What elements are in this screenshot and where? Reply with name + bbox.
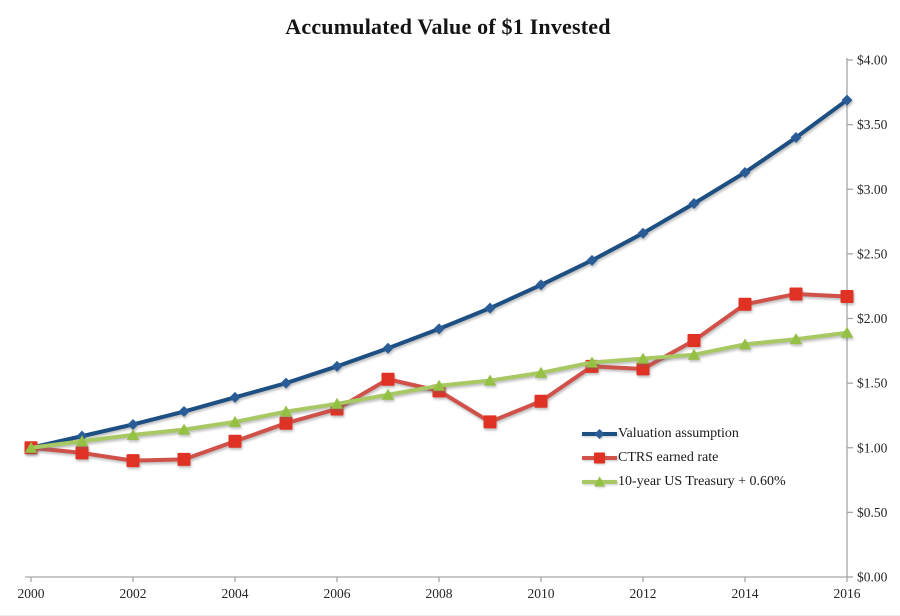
- svg-text:2004: 2004: [222, 586, 249, 601]
- line-triangle-marker-icon: [582, 476, 617, 487]
- legend-label-valuation-assumption: Valuation assumption: [618, 426, 739, 441]
- legend: Valuation assumption CTRS earned rate 10…: [582, 426, 786, 489]
- svg-text:2016: 2016: [834, 586, 861, 601]
- svg-text:$1.50: $1.50: [857, 376, 888, 391]
- legend-label-ctrs-earned-rate: CTRS earned rate: [618, 450, 719, 465]
- svg-text:2000: 2000: [18, 586, 45, 601]
- legend-item-10yr-treasury: 10-year US Treasury + 0.60%: [582, 474, 786, 489]
- svg-text:2014: 2014: [732, 586, 759, 601]
- legend-label-10yr-treasury: 10-year US Treasury + 0.60%: [618, 474, 786, 489]
- legend-item-ctrs-earned-rate: CTRS earned rate: [582, 450, 786, 465]
- svg-text:$4.00: $4.00: [857, 53, 888, 68]
- svg-text:2008: 2008: [426, 586, 453, 601]
- svg-text:$3.50: $3.50: [857, 117, 888, 132]
- svg-text:$3.00: $3.00: [857, 182, 888, 197]
- svg-text:2010: 2010: [528, 586, 555, 601]
- svg-text:$0.50: $0.50: [857, 505, 888, 520]
- svg-text:$0.00: $0.00: [857, 570, 888, 585]
- line-diamond-marker-icon: [582, 429, 617, 439]
- chart-title: Accumulated Value of $1 Invested: [285, 14, 611, 39]
- line-square-marker-icon: [582, 452, 617, 464]
- svg-text:$1.00: $1.00: [857, 440, 888, 455]
- svg-text:$2.00: $2.00: [857, 311, 888, 326]
- svg-text:2002: 2002: [120, 586, 147, 601]
- svg-text:$2.50: $2.50: [857, 246, 888, 261]
- legend-item-valuation-assumption: Valuation assumption: [582, 426, 786, 441]
- svg-text:2012: 2012: [630, 586, 657, 601]
- svg-text:2006: 2006: [324, 586, 351, 601]
